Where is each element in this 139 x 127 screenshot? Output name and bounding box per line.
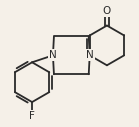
- Text: O: O: [103, 6, 111, 16]
- Text: F: F: [29, 111, 35, 121]
- Text: N: N: [86, 50, 94, 60]
- Text: N: N: [49, 50, 57, 60]
